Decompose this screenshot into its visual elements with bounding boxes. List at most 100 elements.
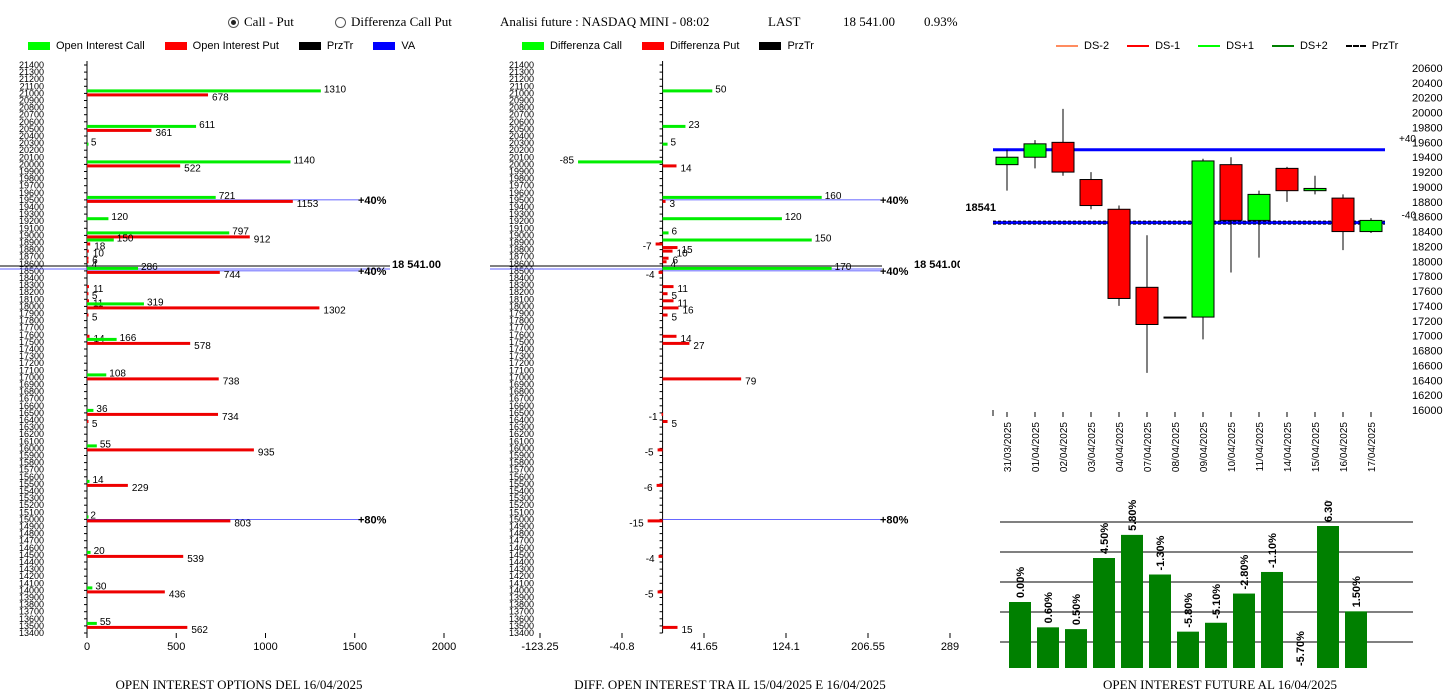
percent-bar-label: -2.80% bbox=[1239, 554, 1251, 589]
radio-unselected-icon[interactable] bbox=[335, 17, 346, 28]
y-tick-label: 14000 bbox=[509, 585, 534, 595]
y-tick-label: 16600 bbox=[19, 401, 44, 411]
bar-call bbox=[87, 160, 291, 164]
y-tick-label: 14800 bbox=[19, 529, 44, 539]
bar-put-label: 562 bbox=[191, 625, 208, 636]
y-tick-label: 19600 bbox=[19, 188, 44, 198]
x-date-label: 04/04/2025 bbox=[1115, 422, 1126, 472]
bar-put bbox=[87, 519, 231, 523]
bar-call-label: 166 bbox=[120, 333, 137, 344]
y-tick-label: 15200 bbox=[19, 500, 44, 510]
y-tick-label: 13700 bbox=[19, 607, 44, 617]
bar-put-label: 738 bbox=[223, 376, 240, 387]
y-tick-label: 17500 bbox=[509, 337, 534, 347]
x-tick-label: 1000 bbox=[253, 641, 277, 653]
x-date-label: 03/04/2025 bbox=[1087, 422, 1098, 472]
candle-body bbox=[1135, 286, 1159, 325]
y-tick-label: 17600 bbox=[509, 330, 534, 340]
percent-bar-label: -5.70% bbox=[1295, 631, 1307, 666]
bar-put-label: 4 bbox=[92, 259, 98, 270]
bar-put bbox=[87, 242, 91, 246]
bar-call bbox=[87, 444, 97, 448]
y-tick-label: 18300 bbox=[19, 280, 44, 290]
y-tick-label: 17200 bbox=[509, 358, 534, 368]
bar-put-label: 10 bbox=[677, 249, 689, 260]
y-tick-label: 16800 bbox=[1412, 346, 1443, 358]
bar-call bbox=[662, 217, 782, 221]
bar-call bbox=[87, 124, 197, 128]
x-date-label: 31/03/2025 bbox=[1003, 422, 1014, 472]
mode-option-call-put-label: Call - Put bbox=[244, 14, 294, 29]
y-tick-label: 15200 bbox=[509, 500, 534, 510]
bar-put bbox=[661, 412, 664, 416]
y-tick-label: 17800 bbox=[19, 316, 44, 326]
y-tick-label: 20800 bbox=[509, 103, 534, 113]
bar-put-label: 14 bbox=[681, 163, 693, 174]
price-label: 18541 bbox=[965, 202, 996, 214]
bar-put bbox=[662, 292, 668, 296]
y-tick-label: 20400 bbox=[19, 131, 44, 141]
bar-put-label: 912 bbox=[254, 234, 271, 245]
x-date-label: 02/04/2025 bbox=[1059, 422, 1070, 472]
legend-swatch bbox=[1127, 45, 1150, 47]
bar-put-label: 11 bbox=[678, 284, 689, 295]
bar-put bbox=[662, 299, 674, 303]
y-tick-label: 15400 bbox=[509, 486, 534, 496]
bar-put bbox=[655, 242, 663, 246]
legend-label: VA bbox=[401, 40, 416, 52]
bar-call-label: -85 bbox=[560, 155, 575, 166]
y-tick-label: 17000 bbox=[1412, 331, 1443, 343]
bar-call-label: 170 bbox=[835, 262, 852, 273]
y-tick-label: 19000 bbox=[19, 230, 44, 240]
bar-call-label: 721 bbox=[219, 191, 236, 202]
y-tick-label: 17000 bbox=[509, 372, 534, 382]
y-tick-label: 20200 bbox=[1412, 93, 1443, 105]
bar-put bbox=[662, 164, 677, 168]
mode-option-differenza[interactable]: Differenza Call Put bbox=[335, 14, 452, 30]
y-tick-label: 14900 bbox=[19, 522, 44, 532]
legend-swatch bbox=[1198, 45, 1221, 47]
bar-put-label: 229 bbox=[132, 483, 149, 494]
y-tick-label: 20100 bbox=[19, 152, 44, 162]
percent-bar-label: -5.10% bbox=[1211, 584, 1223, 619]
y-tick-label: 19700 bbox=[509, 181, 534, 191]
y-tick-label: 19400 bbox=[509, 202, 534, 212]
value-area-label: +80% bbox=[358, 514, 387, 526]
bar-call bbox=[87, 373, 107, 377]
y-tick-label: 20800 bbox=[19, 103, 44, 113]
y-tick-label: 19600 bbox=[509, 188, 534, 198]
y-tick-label: 15900 bbox=[19, 451, 44, 461]
y-tick-label: 17700 bbox=[19, 323, 44, 333]
y-tick-label: 14800 bbox=[509, 529, 534, 539]
y-tick-label: 17200 bbox=[1412, 316, 1443, 328]
y-tick-label: 16200 bbox=[509, 429, 534, 439]
bar-put-label: 4 bbox=[671, 259, 677, 270]
y-tick-label: 19700 bbox=[19, 181, 44, 191]
legend-swatch bbox=[522, 42, 544, 50]
y-tick-label: 20500 bbox=[509, 124, 534, 134]
bar-put bbox=[658, 270, 663, 274]
value-area-label: +40% bbox=[358, 266, 387, 278]
bar-put bbox=[87, 256, 89, 260]
y-tick-label: 17100 bbox=[19, 365, 44, 375]
y-tick-label: 17300 bbox=[19, 351, 44, 361]
bar-put-label: 361 bbox=[155, 128, 172, 139]
bar-put-label: 15 bbox=[681, 625, 693, 636]
y-tick-label: 15000 bbox=[19, 514, 44, 524]
y-tick-label: 16600 bbox=[1412, 360, 1443, 372]
percent-bar-label: 6.30% bbox=[1323, 500, 1335, 522]
y-tick-label: 19300 bbox=[19, 209, 44, 219]
y-tick-label: 14600 bbox=[19, 543, 44, 553]
bar-call-label: 611 bbox=[199, 120, 215, 131]
percent-bar bbox=[1149, 574, 1171, 668]
x-tick-label: 0 bbox=[84, 641, 90, 653]
mode-option-call-put[interactable]: Call - Put bbox=[228, 14, 294, 30]
bar-call-label: 1140 bbox=[293, 155, 315, 166]
radio-selected-icon[interactable] bbox=[228, 17, 239, 28]
bar-call-label: 1310 bbox=[324, 84, 347, 95]
y-tick-label: 14400 bbox=[509, 557, 534, 567]
x-date-label: 10/04/2025 bbox=[1227, 422, 1238, 472]
bar-call bbox=[87, 195, 216, 199]
bar-put bbox=[662, 199, 666, 203]
y-tick-label: 19400 bbox=[1412, 152, 1443, 164]
